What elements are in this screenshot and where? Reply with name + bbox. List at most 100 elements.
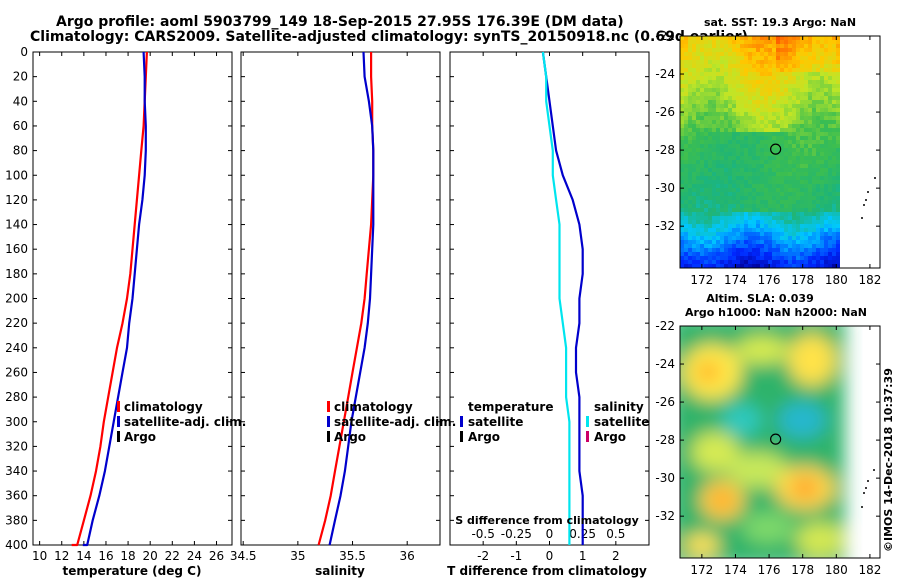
sst-pixel bbox=[764, 264, 768, 268]
sst-pixel bbox=[704, 144, 708, 148]
sst-pixel bbox=[756, 152, 760, 156]
lat-tick-label: -22 bbox=[655, 29, 675, 43]
sst-pixel bbox=[768, 120, 772, 124]
sst-pixel bbox=[716, 148, 720, 152]
sst-pixel bbox=[808, 36, 812, 40]
sst-pixel bbox=[792, 236, 796, 240]
sst-pixel bbox=[764, 148, 768, 152]
sst-pixel bbox=[684, 160, 688, 164]
sst-pixel bbox=[784, 264, 788, 268]
sst-pixel bbox=[696, 236, 700, 240]
sst-pixel bbox=[828, 184, 832, 188]
sst-pixel bbox=[832, 136, 836, 140]
sst-pixel bbox=[752, 116, 756, 120]
sst-pixel bbox=[744, 196, 748, 200]
sst-pixel bbox=[736, 236, 740, 240]
sst-pixel bbox=[820, 40, 824, 44]
sst-pixel bbox=[828, 248, 832, 252]
sst-pixel bbox=[740, 60, 744, 64]
sst-pixel bbox=[768, 212, 772, 216]
sst-pixel bbox=[696, 244, 700, 248]
sst-pixel bbox=[768, 228, 772, 232]
sst-pixel bbox=[836, 76, 840, 80]
sst-pixel bbox=[680, 220, 684, 224]
sst-pixel bbox=[736, 168, 740, 172]
sst-pixel bbox=[772, 56, 776, 60]
sst-pixel bbox=[708, 192, 712, 196]
sst-pixel bbox=[804, 172, 808, 176]
sst-pixel bbox=[820, 188, 824, 192]
sst-pixel bbox=[700, 80, 704, 84]
sst-pixel bbox=[680, 240, 684, 244]
sst-pixel bbox=[836, 144, 840, 148]
sst-pixel bbox=[832, 52, 836, 56]
sst-pixel bbox=[772, 188, 776, 192]
sst-pixel bbox=[832, 164, 836, 168]
sst-pixel bbox=[772, 108, 776, 112]
sst-pixel bbox=[688, 44, 692, 48]
sst-pixel bbox=[768, 88, 772, 92]
sst-pixel bbox=[744, 104, 748, 108]
sst-pixel bbox=[764, 168, 768, 172]
sst-pixel bbox=[704, 204, 708, 208]
sst-pixel bbox=[756, 60, 760, 64]
sst-pixel bbox=[720, 44, 724, 48]
sst-pixel bbox=[732, 176, 736, 180]
sst-pixel bbox=[832, 60, 836, 64]
sst-pixel bbox=[752, 220, 756, 224]
sst-pixel bbox=[680, 92, 684, 96]
sst-pixel bbox=[780, 156, 784, 160]
sst-pixel bbox=[836, 132, 840, 136]
sst-pixel bbox=[680, 68, 684, 72]
sst-pixel bbox=[780, 212, 784, 216]
sst-pixel bbox=[688, 100, 692, 104]
sst-pixel bbox=[716, 156, 720, 160]
sst-pixel bbox=[836, 220, 840, 224]
sst-pixel bbox=[824, 168, 828, 172]
sst-pixel bbox=[788, 156, 792, 160]
depth-tick-label: 220 bbox=[5, 316, 28, 330]
sst-pixel bbox=[708, 76, 712, 80]
sst-pixel bbox=[772, 112, 776, 116]
sst-pixel bbox=[772, 172, 776, 176]
sst-pixel bbox=[728, 264, 732, 268]
sst-pixel bbox=[684, 180, 688, 184]
sst-pixel bbox=[684, 196, 688, 200]
sst-pixel bbox=[804, 156, 808, 160]
sst-pixel bbox=[760, 256, 764, 260]
sst-pixel bbox=[780, 164, 784, 168]
sst-pixel bbox=[780, 220, 784, 224]
sst-pixel bbox=[728, 228, 732, 232]
island-markers bbox=[861, 177, 876, 508]
sst-pixel bbox=[704, 80, 708, 84]
sst-pixel bbox=[752, 204, 756, 208]
sst-pixel bbox=[680, 52, 684, 56]
sst-pixel bbox=[776, 204, 780, 208]
sst-pixel bbox=[716, 40, 720, 44]
sst-pixel bbox=[748, 92, 752, 96]
sst-pixel bbox=[684, 80, 688, 84]
sst-pixel bbox=[684, 260, 688, 264]
sst-pixel bbox=[772, 208, 776, 212]
sst-pixel bbox=[772, 236, 776, 240]
sst-pixel bbox=[688, 80, 692, 84]
sst-pixel bbox=[752, 188, 756, 192]
sst-pixel bbox=[836, 36, 840, 40]
sst-pixel bbox=[736, 104, 740, 108]
sst-pixel bbox=[740, 144, 744, 148]
sst-pixel bbox=[724, 180, 728, 184]
sst-pixel bbox=[728, 200, 732, 204]
sst-pixel bbox=[836, 208, 840, 212]
sst-pixel bbox=[744, 240, 748, 244]
sst-pixel bbox=[780, 120, 784, 124]
sst-pixel bbox=[716, 132, 720, 136]
sst-pixel bbox=[788, 164, 792, 168]
sst-pixel bbox=[816, 48, 820, 52]
sst-pixel bbox=[740, 100, 744, 104]
sst-pixel bbox=[708, 232, 712, 236]
sst-pixel bbox=[800, 248, 804, 252]
sst-pixel bbox=[692, 96, 696, 100]
sst-pixel bbox=[724, 172, 728, 176]
sst-pixel bbox=[728, 176, 732, 180]
sst-pixel bbox=[784, 176, 788, 180]
